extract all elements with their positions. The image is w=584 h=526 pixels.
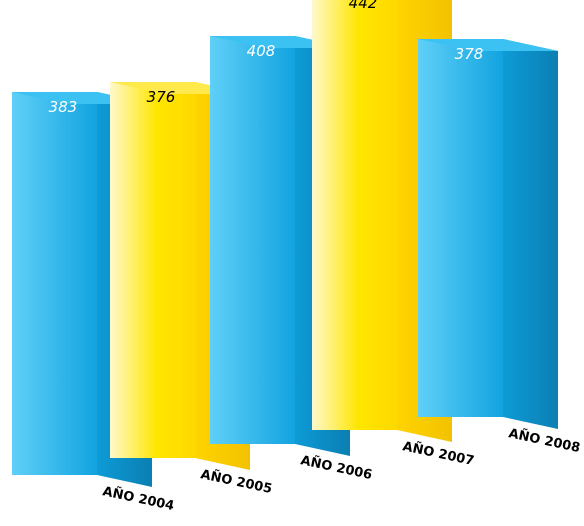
bar-front-face — [210, 36, 295, 444]
value-label: 383 — [49, 98, 78, 116]
bar-front-face — [418, 39, 503, 417]
category-label: AÑO 2006 — [299, 452, 373, 483]
category-label: AÑO 2004 — [101, 483, 175, 514]
bars-layer — [12, 0, 558, 487]
value-label: 408 — [247, 42, 276, 60]
bar-side-face — [503, 39, 558, 429]
value-label: 378 — [455, 45, 484, 63]
value-label: 442 — [349, 0, 378, 12]
bar-front-face — [312, 0, 397, 430]
value-labels-layer: 383 376 408 442 378 — [49, 0, 484, 116]
bar-top-face — [418, 39, 558, 51]
bar-front-face — [12, 92, 97, 475]
value-label: 376 — [147, 88, 176, 106]
bar-front-face — [110, 82, 195, 458]
category-label: AÑO 2007 — [401, 438, 475, 469]
category-label: AÑO 2008 — [507, 425, 581, 456]
category-label: AÑO 2005 — [199, 466, 273, 497]
bar-5 — [418, 39, 558, 429]
